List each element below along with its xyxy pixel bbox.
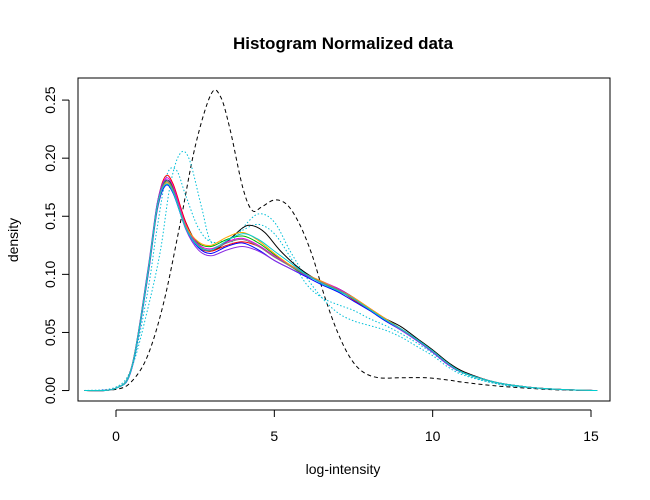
y-tick-label: 0.25 [42,86,58,113]
density-curve [84,180,598,392]
x-tick-label: 10 [425,428,441,444]
y-tick-label: 0.00 [42,377,58,404]
density-curve [84,182,598,392]
plot-box [77,77,611,402]
density-curve [84,183,598,392]
x-axis: 0 5 10 15 [112,409,599,444]
density-curve [84,184,598,392]
chart-title: Histogram Normalized data [233,34,454,53]
density-curve [84,174,598,392]
y-axis-label: density [5,218,21,262]
density-curves [84,89,598,392]
x-axis-label: log-intensity [306,461,381,477]
density-curve [84,167,598,392]
density-curve [84,179,598,392]
y-tick-label: 0.10 [42,261,58,288]
density-curve [84,179,598,392]
density-curve [84,179,598,392]
density-curve [84,177,598,392]
y-axis: 0.00 0.05 0.10 0.15 0.20 0.25 [42,86,70,404]
density-curve [84,150,598,392]
x-tick-label: 15 [583,428,599,444]
x-tick-label: 5 [270,428,278,444]
x-tick-label: 0 [112,428,120,444]
density-curve [84,89,598,392]
y-tick-label: 0.20 [42,144,58,171]
y-tick-label: 0.15 [42,202,58,229]
y-tick-label: 0.05 [42,319,58,346]
